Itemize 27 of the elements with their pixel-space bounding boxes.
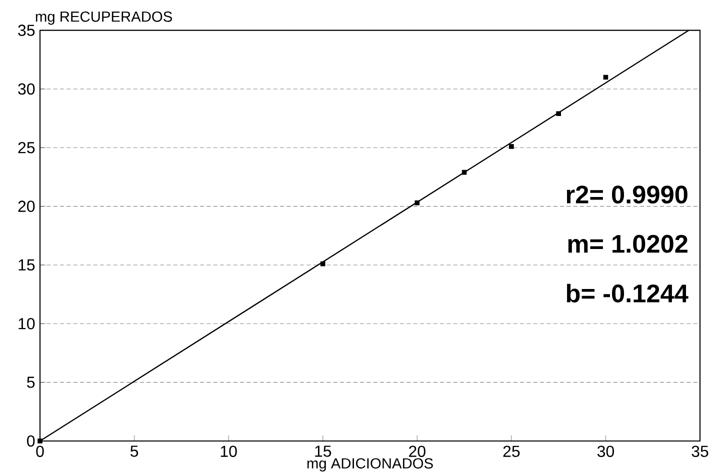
point bbox=[462, 170, 467, 175]
x-tick-label: 15 bbox=[315, 446, 332, 457]
y-tick-label: 20 bbox=[18, 200, 35, 212]
point bbox=[320, 261, 326, 266]
y-tick-label: 15 bbox=[18, 259, 35, 271]
point bbox=[556, 111, 561, 116]
x-tick-label: 25 bbox=[503, 446, 520, 458]
x-tick-label: 10 bbox=[220, 446, 237, 458]
x-tick-label: 0 bbox=[36, 446, 44, 458]
y-axis-title: mg RECUPERADOS bbox=[36, 11, 172, 25]
annotation: m= 1.0202 bbox=[568, 234, 688, 253]
x-tick-label: 30 bbox=[597, 446, 614, 458]
x-axis-title: mg ADICIONADOS bbox=[307, 458, 433, 472]
point bbox=[509, 144, 514, 149]
y-tick-label: 25 bbox=[18, 142, 35, 154]
annotation: b= -0.1244 bbox=[566, 284, 688, 302]
point bbox=[414, 200, 420, 206]
y-tick-label: 0 bbox=[27, 435, 35, 447]
y-tick-label: 30 bbox=[18, 83, 35, 95]
y-tick-label: 35 bbox=[18, 24, 35, 36]
y-tick-label: 5 bbox=[27, 376, 35, 388]
x-tick-label: 20 bbox=[409, 446, 426, 458]
point bbox=[38, 438, 42, 444]
x-tick-label: 35 bbox=[692, 446, 708, 458]
y-tick-label: 10 bbox=[18, 318, 35, 330]
annotation: r2= 0.9990 bbox=[566, 186, 688, 204]
x-tick-label: 5 bbox=[130, 446, 138, 457]
